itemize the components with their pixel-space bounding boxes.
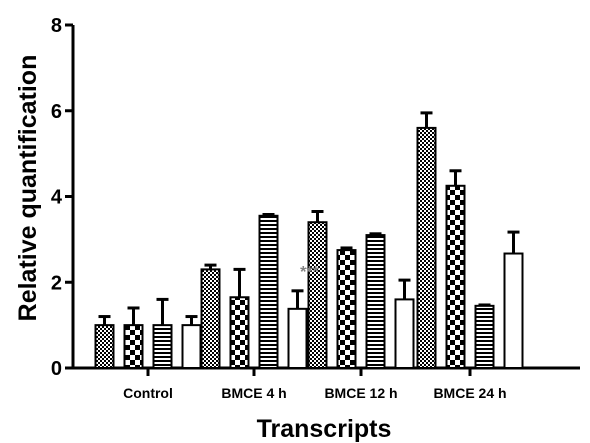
bar <box>229 296 250 370</box>
significance-annotation: *** <box>300 264 319 281</box>
bar <box>365 234 386 369</box>
plot-area: 0 2 4 6 8 Control BMCE 4 h BMCE 12 h BMCE 24 h **… <box>51 15 580 401</box>
bar <box>336 249 357 369</box>
x-tick-label: BMCE 4 h <box>221 385 286 401</box>
bar <box>152 324 173 369</box>
bar <box>307 221 328 369</box>
x-tick-label: BMCE 24 h <box>433 385 506 401</box>
y-tick-label: 4 <box>51 187 63 209</box>
bar <box>181 324 202 369</box>
bar <box>503 252 524 369</box>
y-axis-title: Relative quantification <box>14 55 42 322</box>
bar <box>394 298 415 369</box>
x-tick-label: BMCE 12 h <box>324 385 397 401</box>
bar <box>474 304 495 369</box>
y-tick-label: 0 <box>51 358 62 380</box>
x-tick-label: Control <box>123 385 173 401</box>
y-tick-label: 6 <box>51 101 62 123</box>
bar <box>416 126 437 370</box>
y-tick-label: 2 <box>51 272 62 294</box>
bar <box>445 184 466 369</box>
bar <box>123 324 144 369</box>
bar <box>94 324 115 369</box>
bar <box>287 307 308 369</box>
bar <box>200 268 221 370</box>
x-axis-title: Transcripts <box>257 415 392 443</box>
bar <box>258 214 279 369</box>
y-tick-label: 8 <box>51 15 62 37</box>
